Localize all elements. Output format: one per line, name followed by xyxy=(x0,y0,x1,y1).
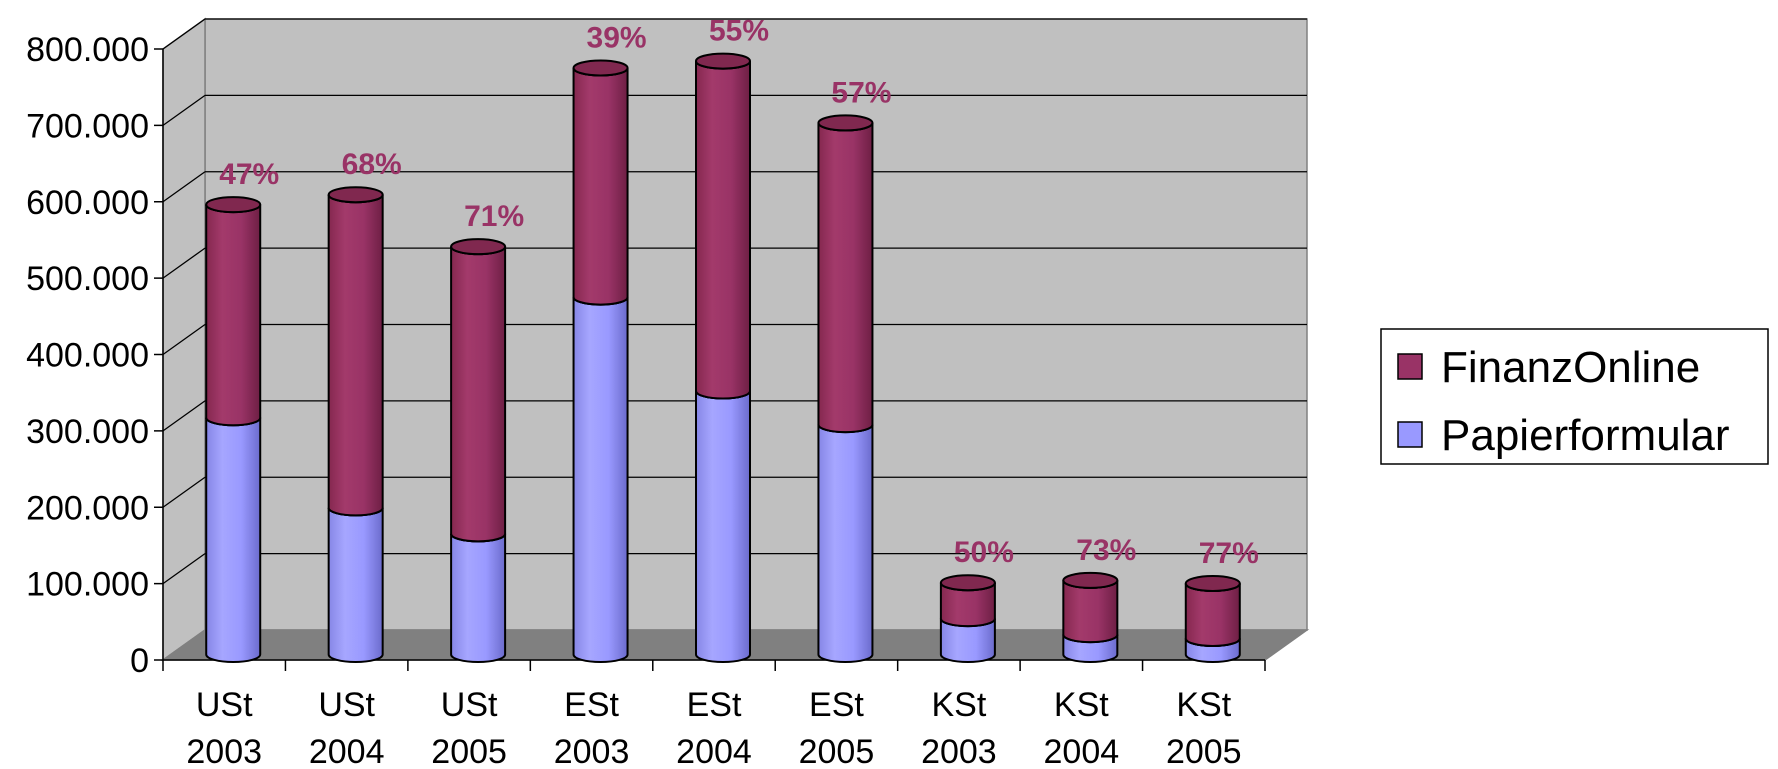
bar-finanzonline-2 xyxy=(450,238,507,543)
bar-papierformular-3-body xyxy=(572,296,629,663)
gridline-side xyxy=(162,18,206,50)
bar-papierformular-2-body xyxy=(450,533,507,663)
bar-finanzonline-7-cap xyxy=(1062,571,1119,589)
data-annotations: 47% 68% 71% 39% 55% 57% 50% 73% 77% xyxy=(219,15,1259,570)
y-tick-label: 100.000 xyxy=(26,566,149,604)
bar-finanzonline-4 xyxy=(695,52,751,400)
bar-percent-label: 77% xyxy=(1199,537,1259,570)
bar-finanzonline-6-cap xyxy=(939,574,996,592)
x-tick-label: USt xyxy=(318,686,375,724)
bar-percent-label: 50% xyxy=(954,536,1014,569)
bar-papierformular-5-body xyxy=(817,424,874,663)
bar-finanzonline-2-body xyxy=(450,246,507,543)
bar-finanzonline-1-cap xyxy=(327,186,384,204)
x-tick-label: KSt xyxy=(931,686,986,724)
gridline-side xyxy=(162,94,206,126)
x-tick-label: ESt xyxy=(809,686,864,724)
x-tick-label: 2005 xyxy=(799,733,875,769)
bar-percent-label: 57% xyxy=(831,76,891,109)
gridline-side xyxy=(162,400,206,432)
bar-papierformular-3 xyxy=(572,296,629,663)
gridline-side xyxy=(162,553,206,585)
bar-papierformular-4 xyxy=(695,390,751,663)
x-tick-label: 2004 xyxy=(676,733,752,769)
bar-finanzonline-7-body xyxy=(1062,580,1119,644)
x-tick-label: USt xyxy=(196,686,253,724)
x-tick-label: 2003 xyxy=(186,733,262,769)
legend-label-finanzonline: FinanzOnline xyxy=(1441,343,1700,392)
bar-finanzonline-5-cap xyxy=(817,114,874,132)
x-tick-label: 2005 xyxy=(1166,733,1242,769)
gridline-side xyxy=(162,323,206,356)
y-tick-label: 500.000 xyxy=(26,260,149,298)
x-tick-label: KSt xyxy=(1176,686,1231,724)
bar-finanzonline-1 xyxy=(327,186,384,517)
y-tick-label: 0 xyxy=(130,642,149,680)
bar-finanzonline-0-cap xyxy=(205,196,262,214)
gridlines xyxy=(162,18,1307,585)
bar-percent-label: 68% xyxy=(342,148,402,181)
bar-papierformular-2 xyxy=(450,533,507,663)
legend-label-papierformular: Papierformular xyxy=(1441,411,1730,460)
x-tick-label: USt xyxy=(441,686,498,724)
bar-percent-label: 47% xyxy=(219,158,279,191)
bar-papierformular-5 xyxy=(817,424,874,663)
bar-finanzonline-1-body xyxy=(327,194,384,517)
x-axis-tick-labels: USt 2003 USt 2004 USt 2005 ESt 2003 ESt 2004 ESt 20… xyxy=(186,686,1241,769)
bar-finanzonline-0-body xyxy=(205,204,262,427)
y-tick-label: 800.000 xyxy=(26,31,149,69)
bar-finanzonline-4-body xyxy=(695,60,751,400)
gridline-side xyxy=(162,247,206,279)
x-tick-label: ESt xyxy=(687,686,742,724)
bar-finanzonline-4-cap xyxy=(695,52,751,70)
bar-percent-label: 71% xyxy=(464,200,524,233)
y-tick-label: 600.000 xyxy=(26,184,149,222)
bar-finanzonline-0 xyxy=(205,196,262,427)
bar-finanzonline-3-body xyxy=(572,67,629,306)
bar-percent-label: 39% xyxy=(587,21,647,54)
legend-box xyxy=(1380,328,1769,465)
y-tick-label: 700.000 xyxy=(26,107,149,145)
y-tick-label: 300.000 xyxy=(26,413,149,451)
bar-percent-label: 73% xyxy=(1076,534,1136,567)
gridline-side xyxy=(162,476,206,508)
x-tick-label: 2004 xyxy=(1044,733,1120,769)
bar-finanzonline-3-cap xyxy=(572,59,629,77)
bar-finanzonline-8 xyxy=(1184,574,1241,647)
bar-percent-label: 55% xyxy=(709,15,769,48)
bar-papierformular-1-body xyxy=(327,507,384,663)
y-tick-label: 200.000 xyxy=(26,489,149,527)
y-axis-tick-labels: 0 100.000 200.000 300.000 400.000 500.000 600.… xyxy=(26,31,149,680)
bar-finanzonline-5 xyxy=(817,114,874,434)
legend-item-finanzonline: FinanzOnline xyxy=(1397,343,1700,392)
x-tick-label: ESt xyxy=(564,686,619,724)
x-tick-label: 2003 xyxy=(554,733,630,769)
bar-finanzonline-8-body xyxy=(1184,583,1241,647)
legend-swatch-finanzonline xyxy=(1397,353,1423,380)
bars xyxy=(205,52,1241,663)
bar-papierformular-0 xyxy=(205,417,262,663)
legend-item-papierformular: Papierformular xyxy=(1397,411,1730,460)
gridline-side xyxy=(162,171,206,203)
bar-finanzonline-8-cap xyxy=(1184,574,1241,592)
bar-papierformular-0-body xyxy=(205,417,262,663)
bar-finanzonline-5-body xyxy=(817,122,874,434)
legend-swatch-papierformular xyxy=(1397,421,1423,448)
x-tick-label: 2003 xyxy=(921,733,997,769)
bar-finanzonline-2-cap xyxy=(450,238,507,256)
bar-finanzonline-3 xyxy=(572,59,629,306)
y-tick-label: 400.000 xyxy=(26,337,149,375)
bar-papierformular-4-body xyxy=(695,390,751,663)
x-tick-label: 2004 xyxy=(309,733,385,769)
bar-finanzonline-7 xyxy=(1062,571,1119,644)
bar-papierformular-1 xyxy=(327,507,384,663)
bar-finanzonline-6 xyxy=(939,574,996,628)
x-tick-label: 2005 xyxy=(431,733,507,769)
x-tick-label: KSt xyxy=(1054,686,1109,724)
legend: FinanzOnline Papierformular xyxy=(1380,328,1769,465)
